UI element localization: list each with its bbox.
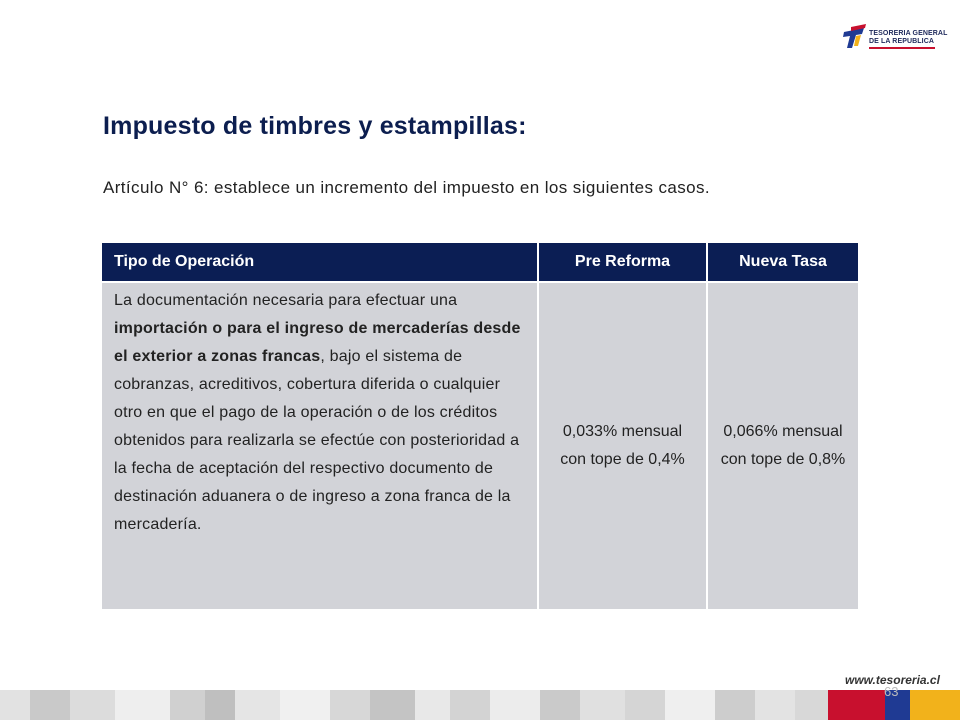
footer-block — [235, 690, 280, 720]
footer-block — [0, 690, 30, 720]
footer-block — [580, 690, 625, 720]
footer-block — [755, 690, 795, 720]
header-pre-reforma: Pre Reforma — [538, 243, 708, 282]
footer-block — [70, 690, 115, 720]
footer-block — [330, 690, 370, 720]
tesoreria-logo: TESORERIA GENERAL DE LA REPUBLICA — [842, 24, 947, 54]
footer-block — [450, 690, 490, 720]
header-tipo-operacion: Tipo de Operación — [102, 243, 539, 282]
cell-pre-reforma: 0,033% mensual con tope de 0,4% — [538, 281, 708, 609]
table-row: La documentación necesaria para efectuar… — [102, 281, 858, 609]
logo-line-1: TESORERIA GENERAL — [869, 30, 948, 37]
tesoreria-emblem-icon — [843, 24, 866, 48]
footer-block — [370, 690, 415, 720]
footer-block — [280, 690, 330, 720]
cell-nueva-tasa: 0,066% mensual con tope de 0,8% — [707, 281, 858, 609]
footer-block — [715, 690, 755, 720]
footer-block — [665, 690, 715, 720]
desc-text-start: La documentación necesaria para efectuar… — [114, 292, 458, 309]
table-header-row: Tipo de Operación Pre Reforma Nueva Tasa — [102, 243, 858, 282]
footer-block — [795, 690, 828, 720]
footer-block-yellow — [910, 690, 960, 720]
desc-text-end: , bajo el sistema de cobranzas, acrediti… — [114, 348, 520, 533]
footer-block — [205, 690, 235, 720]
page-title: Impuesto de timbres y estampillas: — [103, 112, 527, 140]
footer-block — [490, 690, 540, 720]
intro-paragraph: Artículo N° 6: establece un incremento d… — [103, 178, 711, 197]
logo-rule — [869, 47, 935, 49]
footer-block — [540, 690, 580, 720]
footer-decorative-blocks — [0, 690, 960, 720]
footer-block — [625, 690, 665, 720]
footer-block — [115, 690, 170, 720]
rates-table: Tipo de Operación Pre Reforma Nueva Tasa… — [102, 243, 858, 609]
footer-url: www.tesoreria.cl — [845, 673, 940, 687]
footer-block — [170, 690, 205, 720]
logo-line-2: DE LA REPUBLICA — [869, 38, 935, 45]
header-nueva-tasa: Nueva Tasa — [707, 243, 858, 282]
footer-block — [415, 690, 450, 720]
cell-operation-description: La documentación necesaria para efectuar… — [102, 281, 539, 609]
footer-block — [30, 690, 70, 720]
footer-block-red — [828, 690, 885, 720]
desc-text-bold: importación o para el ingreso de mercade… — [114, 320, 521, 365]
footer-block-blue — [885, 690, 910, 720]
page-number: 63 — [884, 684, 899, 699]
